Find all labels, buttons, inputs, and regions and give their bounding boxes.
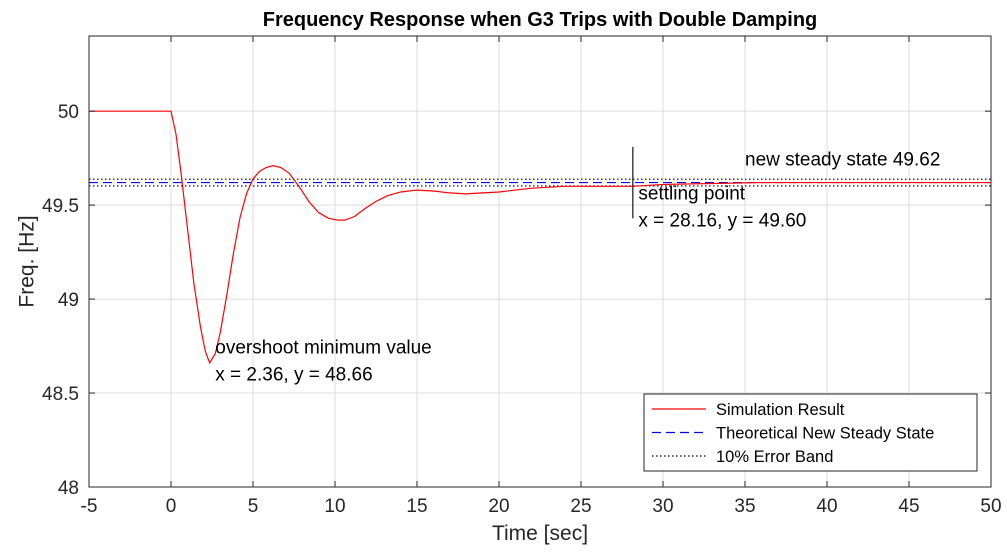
- plot-area-border: [88, 35, 992, 488]
- y-tick-label: 50: [58, 102, 79, 123]
- y-axis-label: Freq. [Hz]: [16, 215, 39, 307]
- x-tick-label: 25: [570, 496, 591, 517]
- series-layer: [89, 110, 991, 365]
- annotation-line: new steady state 49.62: [745, 150, 940, 171]
- series-simulation-result: [89, 110, 991, 365]
- legend-entry: 10% Error Band: [716, 448, 833, 466]
- annotation-line: settling point: [638, 183, 745, 204]
- y-tick-label: 49: [58, 290, 79, 311]
- annotation: settling point x = 28.16, y = 49.60: [638, 183, 806, 231]
- tick-labels: -5 0 5 10 15 20 25 30 35 40 45 50 48 48.5 49 49.5 50: [42, 36, 1002, 517]
- y-tick-label: 48: [58, 478, 79, 499]
- annotations: overshoot minimum value x = 2.36, y = 48.…: [215, 150, 940, 386]
- y-tick-label: 48.5: [42, 384, 79, 405]
- annotation: new steady state 49.62: [745, 150, 940, 171]
- x-tick-label: 0: [166, 496, 177, 517]
- x-tick-label: -5: [81, 496, 98, 517]
- x-tick-label: 40: [816, 496, 837, 517]
- legend-entry: Theoretical New Steady State: [716, 425, 934, 443]
- annotation-line: x = 2.36, y = 48.66: [215, 365, 372, 386]
- x-tick-label: 50: [980, 496, 1001, 517]
- legend: Simulation Result Theoretical New Steady …: [643, 393, 978, 472]
- y-tick-label: 49.5: [42, 196, 79, 217]
- x-tick-label: 20: [488, 496, 509, 517]
- x-tick-label: 35: [734, 496, 755, 517]
- x-tick-label: 45: [898, 496, 919, 517]
- legend-entry: Simulation Result: [716, 401, 845, 419]
- x-tick-label: 30: [652, 496, 673, 517]
- x-tick-label: 15: [406, 496, 427, 517]
- chart-title: Frequency Response when G3 Trips with Do…: [263, 9, 818, 31]
- annotation: overshoot minimum value x = 2.36, y = 48.…: [215, 338, 431, 386]
- x-tick-label: 5: [248, 496, 259, 517]
- x-axis-label: Time [sec]: [492, 522, 588, 545]
- annotation-line: overshoot minimum value: [215, 338, 431, 359]
- annotation-line: x = 28.16, y = 49.60: [638, 210, 806, 231]
- x-tick-label: 10: [324, 496, 345, 517]
